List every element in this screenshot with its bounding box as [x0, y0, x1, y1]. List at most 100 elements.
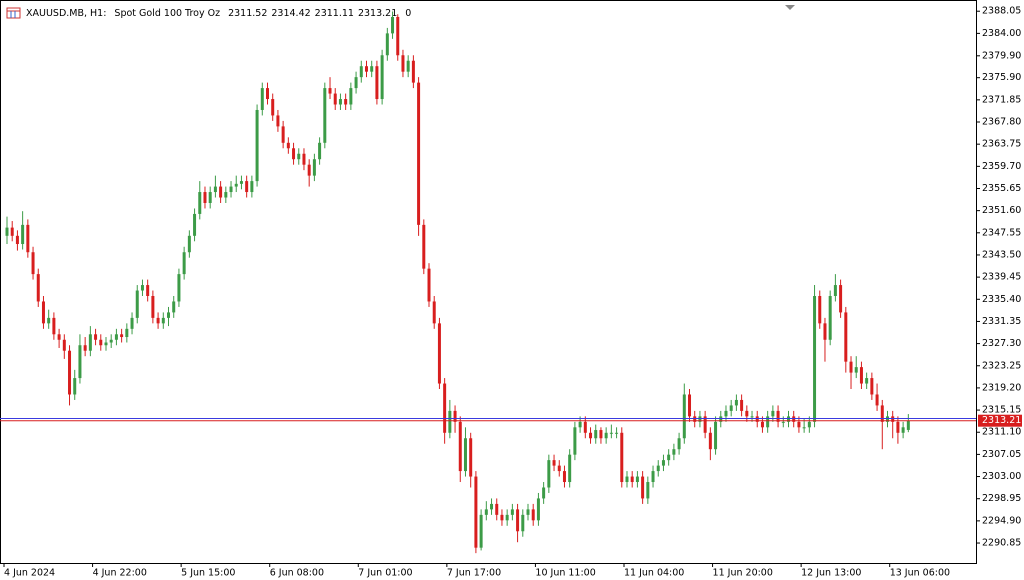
candle-body	[745, 410, 749, 417]
candle-body	[120, 334, 124, 338]
x-tick-label: 7 Jun 01:00	[358, 568, 412, 579]
candle-body	[406, 60, 410, 72]
candle-body	[78, 345, 82, 379]
candle-body	[781, 421, 785, 423]
y-tick-label: 2323.25	[982, 360, 1021, 371]
candle-body	[187, 235, 191, 253]
candle-body	[177, 274, 181, 302]
shift-marker	[785, 5, 795, 10]
price-label: 2313.21	[982, 415, 1021, 426]
candle-body	[625, 476, 629, 483]
candle-body	[370, 66, 374, 72]
candle-body	[417, 82, 421, 225]
candle-body	[615, 432, 619, 434]
candle-body	[364, 66, 368, 72]
candle-body	[427, 268, 431, 302]
candle-body	[182, 252, 186, 275]
candle-body	[802, 427, 806, 429]
candle-body	[542, 487, 546, 499]
candle-body	[344, 99, 348, 105]
header-field: 0	[405, 8, 411, 19]
candle-body	[432, 301, 436, 324]
candle-body	[271, 99, 275, 116]
candle-body	[750, 416, 754, 418]
y-tick-label: 2303.00	[982, 471, 1021, 482]
candle-body	[703, 416, 707, 433]
candle-body	[354, 77, 358, 89]
symbol-icon	[6, 7, 21, 19]
candle-body	[766, 416, 770, 428]
candle-body	[521, 514, 525, 532]
candle-body	[797, 421, 801, 428]
candle-body	[349, 88, 353, 105]
candle-body	[260, 88, 264, 110]
candle-body	[609, 432, 613, 434]
candle-body	[526, 509, 530, 515]
candle-body	[719, 416, 723, 422]
candle-body	[10, 227, 14, 236]
candle-body	[578, 421, 582, 428]
candle-body	[453, 410, 457, 422]
candle-body	[104, 342, 108, 346]
candle-body	[672, 449, 676, 455]
candle-body	[594, 430, 598, 439]
candle-body	[57, 334, 61, 340]
candle-body	[599, 430, 603, 439]
candle-body	[729, 405, 733, 411]
candle-body	[359, 66, 363, 78]
candle-body	[760, 421, 764, 428]
y-tick-label: 2355.65	[982, 183, 1021, 194]
candle-body	[776, 410, 780, 422]
candle-body	[823, 323, 827, 340]
candle-body	[396, 16, 400, 56]
candle-body	[490, 503, 494, 510]
x-tick-label: 11 Jun 20:00	[713, 568, 773, 579]
candle-body	[208, 192, 212, 203]
header-field: XAUUSD.MB, H1:	[26, 8, 106, 19]
candle-body	[641, 476, 645, 499]
candle-body	[505, 514, 509, 521]
candle-body	[807, 421, 811, 428]
candle-body	[411, 60, 415, 83]
candle-body	[31, 252, 35, 275]
candle-body	[828, 295, 832, 340]
candle-body	[99, 339, 103, 346]
y-tick-label: 2343.50	[982, 249, 1021, 260]
candle-body	[21, 224, 25, 245]
candle-body	[172, 301, 176, 313]
candle-body	[562, 471, 566, 483]
candle-body	[307, 164, 311, 176]
candle-body	[901, 427, 905, 433]
candle-body	[193, 213, 197, 236]
candle-body	[109, 339, 113, 343]
candle-body	[266, 88, 269, 100]
candle-body	[219, 186, 223, 198]
chart-header: XAUUSD.MB, H1: Spot Gold 100 Troy Oz 2311.…	[26, 8, 411, 19]
candle-body	[41, 301, 45, 324]
candle-body	[380, 55, 384, 100]
price-label-bg	[978, 414, 1022, 427]
candle-body	[47, 317, 51, 324]
candle-body	[224, 192, 228, 198]
candle-body	[604, 432, 608, 439]
candle-body	[245, 181, 249, 193]
candle-body	[198, 192, 202, 214]
candle-body	[422, 224, 426, 269]
candle-body	[646, 482, 650, 499]
candle-body	[328, 88, 332, 94]
candle-body	[536, 498, 540, 521]
candle-body	[26, 224, 30, 253]
candle-body	[333, 93, 337, 105]
candle-body	[620, 432, 624, 483]
x-tick-label: 5 Jun 15:00	[181, 568, 235, 579]
candle-body	[651, 471, 655, 483]
y-tick-label: 2315.15	[982, 405, 1021, 416]
candle-body	[83, 345, 87, 351]
candle-body	[443, 383, 447, 433]
x-tick-label: 10 Jun 11:00	[535, 568, 595, 579]
candle-body	[547, 460, 551, 488]
candle-body	[510, 509, 514, 515]
candle-body	[255, 109, 259, 182]
